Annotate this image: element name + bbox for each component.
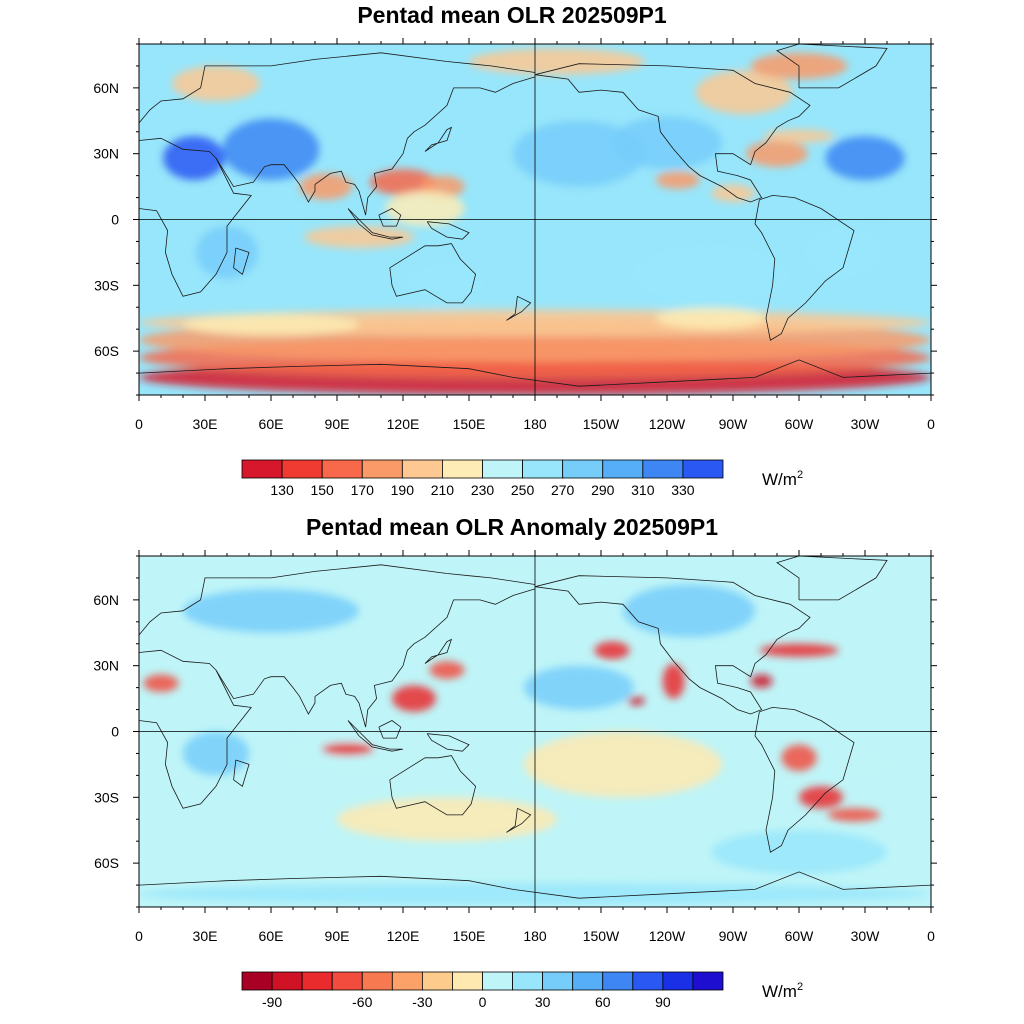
lon-tick-label: 60W — [785, 928, 815, 944]
coastlines — [139, 556, 931, 899]
colorbar-swatch — [512, 971, 544, 991]
colorbar-swatch — [361, 971, 393, 991]
units-label: W/m2 — [762, 469, 803, 489]
colorbar-label: -30 — [412, 994, 432, 1010]
lon-tick-label: 150E — [453, 928, 486, 944]
lon-tick-label: 180 — [523, 416, 547, 432]
colorbar-label: 130 — [270, 482, 294, 498]
colorbar-swatch — [442, 459, 483, 479]
colorbar-swatch — [602, 459, 644, 479]
colorbar-swatch — [391, 971, 423, 991]
panel-1-title: Pentad mean OLR 202509P1 — [357, 2, 667, 28]
colorbar-label: -60 — [352, 994, 372, 1010]
lat-tick-label: 0 — [111, 212, 119, 228]
colorbar-swatch — [421, 971, 453, 991]
colorbar-swatch — [482, 459, 523, 479]
colorbar-swatch — [632, 971, 664, 991]
lat-tick-label: 60N — [93, 592, 119, 608]
lon-tick-label: 180 — [523, 928, 547, 944]
colorbar-label: 270 — [551, 482, 575, 498]
colorbar-swatch — [331, 971, 363, 991]
colorbar-swatch — [401, 459, 443, 479]
colorbar: -90 -60 -30 0 30 60 90 — [241, 971, 724, 1010]
colorbar-swatch — [241, 971, 273, 991]
colorbar-label: 330 — [671, 482, 695, 498]
lon-tick-label: 150W — [583, 928, 620, 944]
lon-tick-label: 60W — [785, 416, 815, 432]
coastlines — [139, 44, 931, 387]
colorbar-label: 250 — [511, 482, 535, 498]
colorbar-label: 230 — [471, 482, 495, 498]
panel-2-map: 60N 30N 0 30S 60S 0 30E 60E 90E 120E 150E 180 150W 12… — [93, 550, 937, 1010]
lon-tick-label: 120E — [387, 416, 420, 432]
lon-tick-label: 60E — [259, 416, 284, 432]
colorbar-label: -90 — [262, 994, 282, 1010]
lon-tick-label: 0 — [135, 928, 143, 944]
units-label: W/m2 — [762, 981, 803, 1001]
lat-tick-label: 30N — [93, 658, 119, 674]
lon-tick-label: 90W — [719, 416, 749, 432]
lon-tick-label: 150E — [453, 416, 486, 432]
colorbar-label: 150 — [310, 482, 334, 498]
lon-tick-label: 0 — [927, 928, 935, 944]
panel-1-map: 60N 30N 0 30S 60S 0 30E 60E 90E 120E 150E 180 150W 12… — [93, 38, 937, 498]
colorbar: 130 150 170 190 210 230 250 270 290 310 330 — [241, 459, 724, 498]
colorbar-swatch — [271, 971, 303, 991]
colorbar-label: 210 — [431, 482, 455, 498]
colorbar-label: 190 — [391, 482, 415, 498]
lat-tick-label: 30S — [94, 789, 119, 805]
colorbar-swatch — [542, 971, 574, 991]
colorbar-swatch — [562, 459, 604, 479]
colorbar-label: 170 — [351, 482, 375, 498]
colorbar-swatch — [241, 459, 283, 479]
lon-tick-label: 120E — [387, 928, 420, 944]
lon-tick-label: 150W — [583, 416, 620, 432]
colorbar-swatch — [281, 459, 323, 479]
colorbar-label: 30 — [535, 994, 551, 1010]
colorbar-swatch — [642, 459, 684, 479]
colorbar-label: 90 — [655, 994, 671, 1010]
colorbar-label: 60 — [595, 994, 611, 1010]
lon-tick-label: 30W — [851, 928, 881, 944]
lon-tick-label: 30E — [193, 416, 218, 432]
colorbar-swatch — [361, 459, 403, 479]
colorbar-label: 0 — [479, 994, 487, 1010]
lat-tick-label: 60S — [94, 855, 119, 871]
colorbar-swatch — [301, 971, 333, 991]
lon-tick-label: 30W — [851, 416, 881, 432]
colorbar-swatch — [482, 971, 513, 991]
colorbar-swatch — [321, 459, 363, 479]
lon-tick-label: 60E — [259, 928, 284, 944]
lon-tick-label: 90E — [325, 928, 350, 944]
colorbar-swatch — [602, 971, 634, 991]
colorbar-swatch — [522, 459, 564, 479]
panel-2-title: Pentad mean OLR Anomaly 202509P1 — [305, 514, 719, 540]
lon-tick-label: 90E — [325, 416, 350, 432]
colorbar-label: 290 — [591, 482, 615, 498]
lon-tick-label: 120W — [649, 928, 686, 944]
lon-tick-label: 0 — [135, 416, 143, 432]
colorbar-swatch — [452, 971, 483, 991]
lat-tick-label: 30S — [94, 277, 119, 293]
lon-tick-label: 90W — [719, 928, 749, 944]
colorbar-swatch — [572, 971, 604, 991]
lat-tick-label: 0 — [111, 724, 119, 740]
colorbar-swatch — [692, 971, 724, 991]
lon-tick-label: 0 — [927, 416, 935, 432]
lat-tick-label: 30N — [93, 146, 119, 162]
lon-tick-label: 120W — [649, 416, 686, 432]
colorbar-swatch — [682, 459, 724, 479]
colorbar-swatch — [662, 971, 694, 991]
lon-tick-label: 30E — [193, 928, 218, 944]
colorbar-label: 310 — [631, 482, 655, 498]
lat-tick-label: 60S — [94, 343, 119, 359]
lat-tick-label: 60N — [93, 80, 119, 96]
